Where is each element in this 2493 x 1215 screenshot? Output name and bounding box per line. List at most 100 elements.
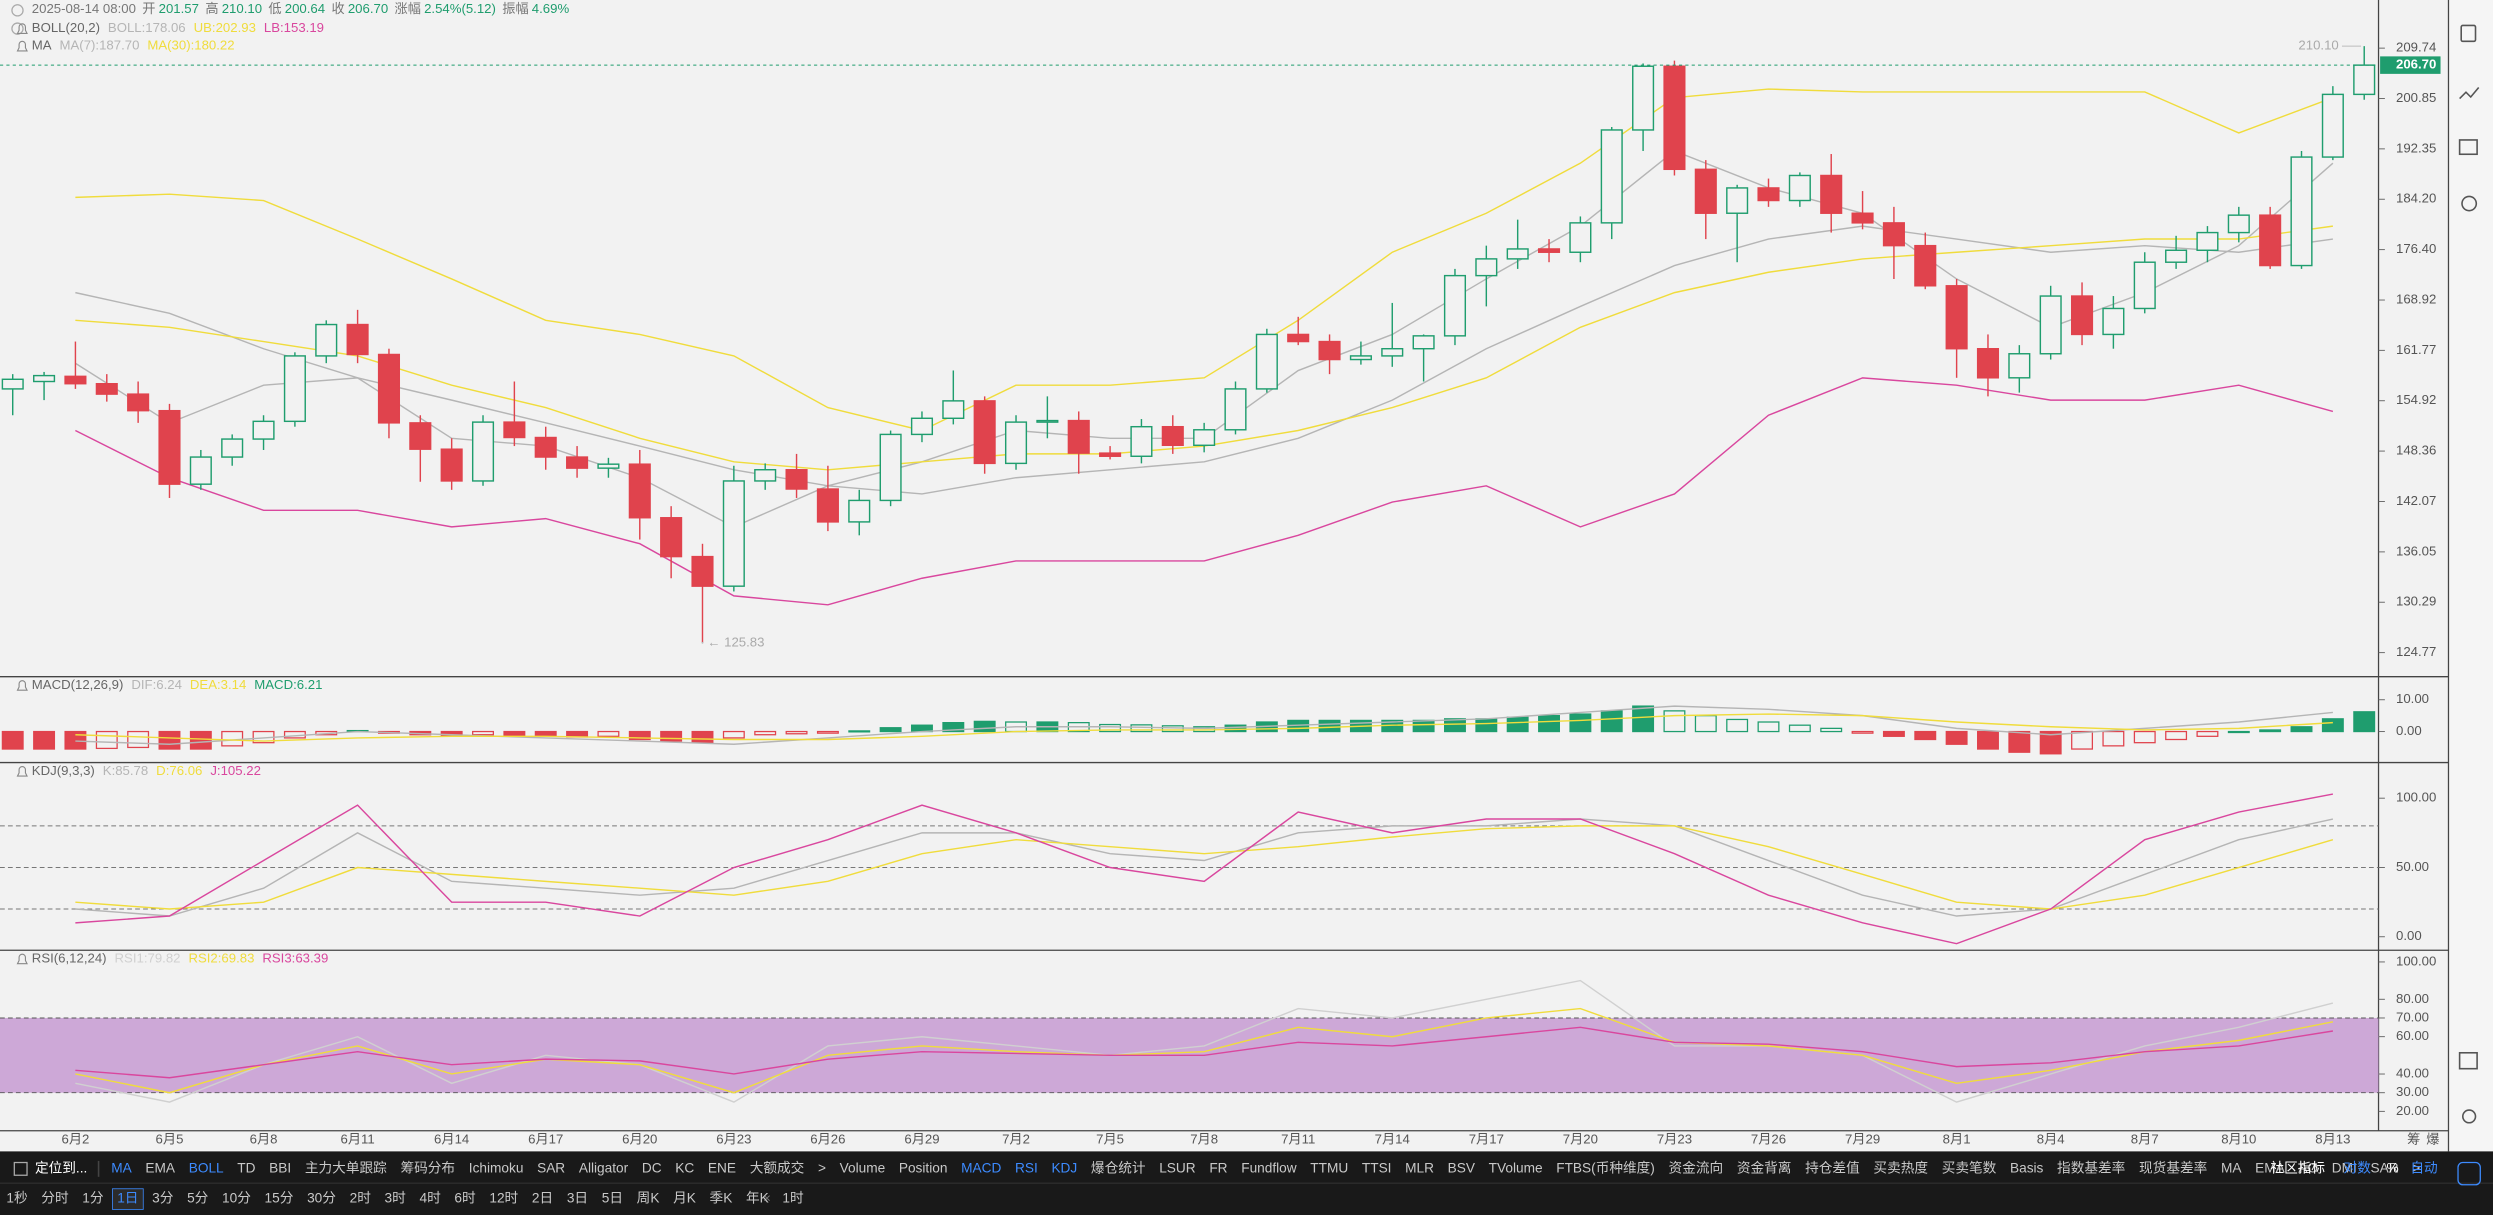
timeframe-button[interactable]: 1日 <box>117 1191 138 1206</box>
indicator-button[interactable]: TTMU <box>1310 1160 1348 1175</box>
indicator-button[interactable]: 买卖热度 <box>1873 1160 1928 1175</box>
timeframe-button[interactable]: 10分 <box>222 1191 251 1206</box>
timeframe-button[interactable]: 5日 <box>602 1191 623 1206</box>
timeframe-button[interactable]: 15分 <box>265 1191 294 1206</box>
option-button[interactable]: 社区指标 <box>2270 1160 2325 1175</box>
indicator-button[interactable]: Alligator <box>579 1160 629 1175</box>
indicator-button[interactable]: 爆仓统计 <box>1091 1160 1146 1175</box>
option-button[interactable]: 对数 <box>2344 1160 2372 1175</box>
indicator-button[interactable]: KDJ <box>1051 1160 1077 1175</box>
timeframe-button[interactable]: 3时 <box>385 1191 407 1206</box>
collapse-icon[interactable] <box>11 22 24 35</box>
timeframe-button[interactable]: 3日 <box>567 1191 588 1206</box>
collapse-icon[interactable] <box>11 4 24 17</box>
indicator-button[interactable]: > <box>2412 1160 2420 1175</box>
indicator-button[interactable]: KC <box>675 1160 694 1175</box>
icon-help[interactable] <box>2461 1109 2477 1124</box>
indicator-button[interactable]: BSV <box>1448 1160 1476 1175</box>
header-date: 2025-08-14 08:00 <box>32 1 136 16</box>
indicator-button[interactable]: FR <box>1209 1160 1227 1175</box>
assistant-icon[interactable] <box>2457 1161 2481 1186</box>
timeframe-button[interactable]: 季K <box>710 1191 733 1206</box>
indicator-button[interactable]: FTBS(币种维度) <box>1556 1160 1655 1175</box>
locate-button[interactable]: 定位到... <box>35 1160 87 1175</box>
indicator-button[interactable]: TTSI <box>1362 1160 1392 1175</box>
indicator-button[interactable]: DC <box>642 1160 662 1175</box>
indicator-button[interactable]: EMA <box>145 1160 175 1175</box>
indicator-button[interactable]: RSI <box>1015 1160 1038 1175</box>
indicator-button[interactable]: 持仓差值 <box>1805 1160 1860 1175</box>
icon-panel[interactable] <box>2458 139 2478 156</box>
macd-bar <box>2290 726 2313 733</box>
indicator-button[interactable]: 主力大单跟踪 <box>305 1160 387 1175</box>
indicator-button[interactable]: EMA <box>2255 1160 2285 1175</box>
icon-layout[interactable] <box>2458 1051 2478 1070</box>
indicator-button[interactable]: ENE <box>708 1160 736 1175</box>
timeframe-button[interactable]: 3分 <box>152 1191 174 1206</box>
timeframe-button[interactable]: 2时 <box>350 1191 372 1206</box>
timeframe-button[interactable]: 12时 <box>489 1191 518 1206</box>
y-tick-label: 0.00 <box>2396 928 2422 943</box>
indicator-button[interactable]: Position <box>899 1160 948 1175</box>
indicator-button[interactable]: BOLL <box>189 1160 224 1175</box>
timeframe-button[interactable]: 分时 <box>41 1191 69 1206</box>
macd-bar <box>64 730 87 750</box>
locate-icon[interactable] <box>13 1161 28 1176</box>
timeframe-button[interactable]: 年K <box>746 1191 769 1206</box>
indicator-button[interactable]: MA <box>2221 1160 2242 1175</box>
indicator-button[interactable]: 买卖笔数 <box>1942 1160 1997 1175</box>
macd-bar <box>1882 730 1905 737</box>
macd-bar <box>1820 727 1843 733</box>
timeframe-button[interactable]: 周K <box>637 1191 660 1206</box>
indicator-button[interactable]: DMI <box>2332 1160 2357 1175</box>
timeframe-button[interactable]: 4时 <box>419 1191 441 1206</box>
indicator-button[interactable]: AO <box>2298 1160 2318 1175</box>
indicator-button[interactable]: SAR <box>537 1160 565 1175</box>
macd-bar <box>1757 721 1780 733</box>
indicator-button[interactable]: Ichimoku <box>469 1160 524 1175</box>
macd-bar <box>221 730 244 747</box>
indicator-button[interactable]: 大额成交 <box>750 1159 805 1175</box>
macd-bar <box>2008 730 2031 753</box>
y-tick-label: 130.29 <box>2396 594 2436 609</box>
indicator-button[interactable]: MLR <box>1405 1160 1434 1175</box>
candle-body <box>252 420 275 440</box>
indicator-button[interactable]: TVolume <box>1489 1160 1543 1175</box>
x-tick-label: 6月20 <box>622 1132 657 1147</box>
timeframe-button[interactable]: 月K <box>673 1191 696 1206</box>
indicator-button[interactable]: MACD <box>961 1160 1001 1175</box>
option-button[interactable]: % <box>2386 1160 2398 1175</box>
timeframe-button[interactable]: 1分 <box>82 1191 104 1206</box>
indicator-button[interactable]: BBI <box>269 1160 291 1175</box>
indicator-button[interactable]: 现货基差率 <box>2139 1159 2207 1175</box>
indicator-button[interactable]: MA <box>111 1160 132 1175</box>
icon-settings[interactable] <box>2461 195 2478 212</box>
indicator-button[interactable]: > <box>818 1160 826 1175</box>
timeframe-button[interactable]: 1时 <box>782 1191 804 1206</box>
candle-body <box>848 499 871 523</box>
indicator-button[interactable]: Basis <box>2010 1160 2044 1175</box>
indicator-button[interactable]: Volume <box>840 1160 886 1175</box>
indicator-button[interactable]: TD <box>237 1160 255 1175</box>
indicator-button[interactable]: 资金流向 <box>1669 1160 1724 1175</box>
icon-trend[interactable] <box>2459 86 2480 100</box>
close-icon[interactable]: × <box>763 1191 771 1206</box>
option-button[interactable]: 自动 <box>2410 1160 2437 1175</box>
timeframe-button[interactable]: 2日 <box>532 1191 553 1206</box>
indicator-button[interactable]: SAR <box>2371 1160 2399 1175</box>
indicator-button[interactable]: LSUR <box>1159 1160 1196 1175</box>
indicator-button[interactable]: Fundflow <box>1241 1160 1297 1175</box>
timeframe-button[interactable]: 30分 <box>307 1191 336 1206</box>
indicator-button[interactable]: 资金背离 <box>1737 1159 1792 1175</box>
candle-body <box>2102 307 2125 336</box>
timeframe-button[interactable]: 5分 <box>187 1191 209 1206</box>
header-value: 4.69% <box>532 1 570 16</box>
candle-body <box>691 555 714 587</box>
indicator-button[interactable]: 指数基差率 <box>2057 1159 2125 1175</box>
icon-export[interactable] <box>2460 24 2477 43</box>
timeframe-button[interactable]: 1秒 <box>6 1191 28 1206</box>
indicator-button[interactable]: 筹码分布 <box>400 1159 455 1175</box>
candle-body <box>221 438 244 458</box>
timeframe-button[interactable]: 6时 <box>454 1191 476 1206</box>
alert-icon <box>16 23 28 34</box>
